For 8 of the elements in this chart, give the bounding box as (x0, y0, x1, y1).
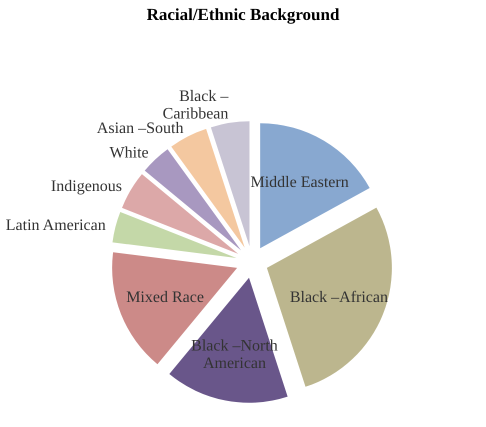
slice-label: Indigenous (50, 178, 122, 195)
chart-title: Racial/Ethnic Background (146, 5, 340, 24)
slice-label: Black – Caribbean (162, 88, 230, 122)
slice-label: Mixed Race (126, 289, 204, 306)
slice-label: Black –African (290, 289, 388, 306)
slice-label: White (110, 144, 149, 162)
slice-label: Latin American (6, 217, 106, 234)
slice-label: Asian –South (96, 120, 184, 138)
